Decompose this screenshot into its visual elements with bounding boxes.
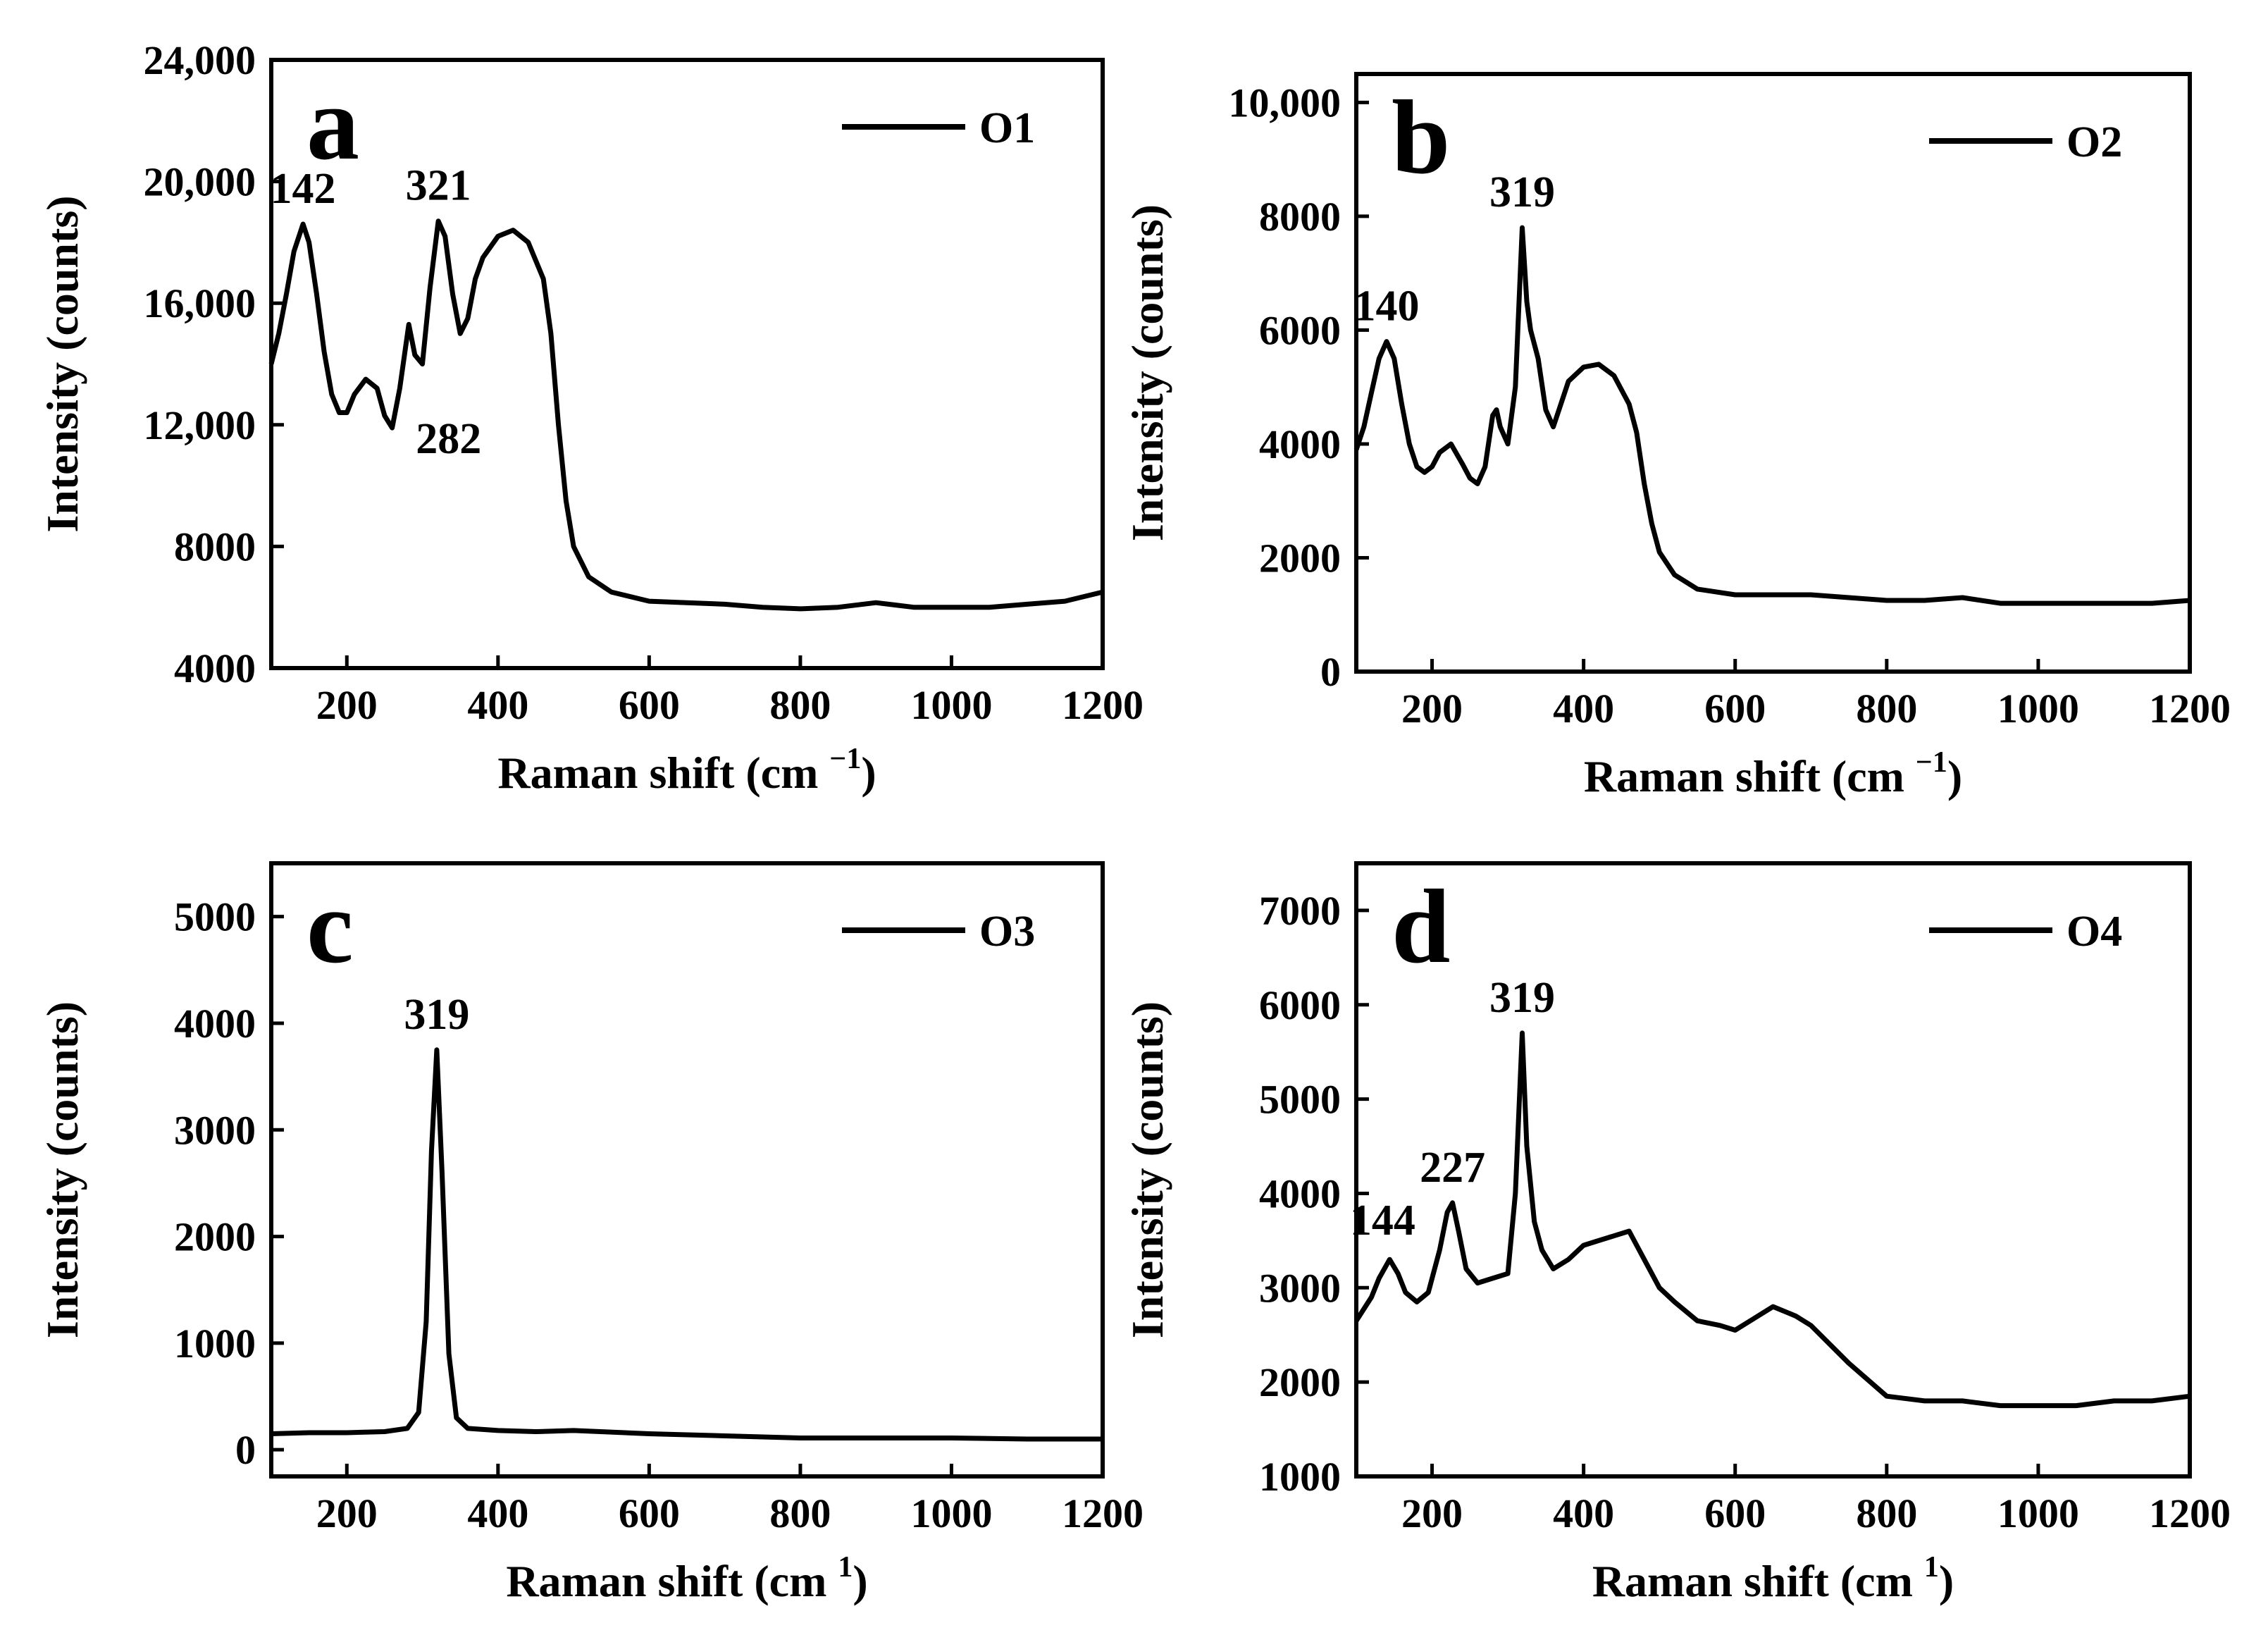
y-tick-label: 2000 (174, 1214, 256, 1260)
x-tick-label: 800 (1856, 686, 1917, 732)
series-line-O3 (271, 1047, 1103, 1442)
peak-label: 319 (1489, 974, 1555, 1022)
y-tick-label: 16,000 (144, 280, 256, 326)
x-tick-label: 1000 (910, 1490, 992, 1536)
y-tick-label: 0 (235, 1427, 256, 1473)
y-axis-title: Intensity (counts) (37, 195, 87, 532)
x-tick-label: 1200 (2149, 1490, 2231, 1536)
y-tick-label: 24,000 (144, 37, 256, 83)
peak-label: 319 (404, 991, 469, 1039)
panel-letter: b (1392, 79, 1450, 196)
series-line-O2 (1353, 225, 2190, 606)
y-tick-label: 20,000 (144, 159, 256, 205)
y-tick-label: 6000 (1259, 982, 1341, 1028)
peak-label: 227 (1420, 1144, 1485, 1192)
x-tick-label: 800 (769, 1490, 831, 1536)
x-axis-title: Raman shift (cm −1) (1584, 746, 1962, 801)
legend-label: O4 (2066, 908, 2122, 956)
y-tick-label: 7000 (1259, 888, 1341, 934)
y-tick-label: 2000 (1259, 535, 1341, 581)
panel-c: 200 400 600 800 1000 1200 0 1000 2000 3000 4000 500… (37, 861, 1144, 1606)
y-tick-label: 0 (1320, 649, 1341, 695)
peak-label: 142 (271, 165, 336, 213)
x-tick-label: 1200 (2149, 686, 2231, 732)
y-tick-label: 1000 (1259, 1454, 1341, 1500)
plot-frame (1354, 72, 2192, 674)
x-tick-label: 800 (1856, 1490, 1917, 1536)
legend-label: O1 (979, 104, 1035, 152)
y-tick-label: 5000 (174, 894, 256, 940)
x-tick-label: 200 (1401, 686, 1463, 732)
y-tick-label: 3000 (174, 1107, 256, 1153)
peak-label: 144 (1350, 1197, 1415, 1245)
y-tick-label: 8000 (174, 524, 256, 569)
x-tick-label: 200 (316, 682, 378, 728)
panel-letter: c (306, 868, 354, 985)
x-axis-title: Raman shift (cm 1) (506, 1551, 867, 1606)
x-tick-label: 1000 (1997, 1490, 2079, 1536)
x-axis-title: Raman shift (cm 1) (1592, 1551, 1954, 1606)
y-tick-label: 12,000 (144, 402, 256, 448)
legend-label: O3 (979, 908, 1035, 956)
series-line-O4 (1354, 1030, 2190, 1409)
peak-label: 321 (406, 162, 471, 210)
y-tick-label: 4000 (1259, 1171, 1341, 1216)
y-tick-label: 1000 (174, 1321, 256, 1366)
legend-label: O2 (2066, 118, 2122, 166)
y-tick-label: 4000 (1259, 421, 1341, 467)
y-tick-label: 3000 (1259, 1265, 1341, 1311)
y-tick-label: 10,000 (1229, 80, 1341, 125)
x-tick-label: 200 (1401, 1490, 1463, 1536)
x-tick-label: 600 (1704, 1490, 1766, 1536)
panel-a: 200 400 600 800 1000 1200 4000 8000 12,000 16,000… (37, 37, 1144, 798)
y-axis-title: Intensity (counts) (1122, 1001, 1172, 1338)
x-tick-label: 1200 (1062, 682, 1144, 728)
y-axis-title: Intensity (counts) (1122, 204, 1172, 541)
x-tick-label: 800 (769, 682, 831, 728)
x-tick-label: 600 (619, 1490, 680, 1536)
panel-letter: d (1392, 868, 1450, 985)
x-tick-label: 400 (467, 1490, 528, 1536)
plot-frame (269, 58, 1105, 670)
plot-frame (1354, 861, 2192, 1479)
panel-letter: a (306, 65, 359, 182)
x-tick-label: 600 (1704, 686, 1766, 732)
peak-label: 140 (1354, 283, 1420, 331)
x-tick-label: 1200 (1062, 1490, 1144, 1536)
y-tick-label: 5000 (1259, 1077, 1341, 1123)
y-tick-label: 4000 (174, 1001, 256, 1047)
x-tick-label: 600 (619, 682, 680, 728)
y-tick-label: 2000 (1259, 1359, 1341, 1405)
panel-d: 200 400 600 800 1000 1200 1000 2000 3000 4000 5000… (1122, 861, 2231, 1606)
plot-frame (269, 861, 1105, 1479)
y-axis-title: Intensity (counts) (37, 1001, 87, 1338)
x-tick-label: 400 (1553, 1490, 1614, 1536)
x-tick-label: 1000 (1997, 686, 2079, 732)
y-tick-label: 6000 (1259, 307, 1341, 353)
panel-b: 200 400 600 800 1000 1200 0 2000 4000 6000 8000 10,… (1122, 72, 2231, 801)
y-tick-label: 4000 (174, 646, 256, 691)
series-line-O1 (268, 218, 1103, 612)
y-tick-label: 8000 (1259, 194, 1341, 240)
x-axis-title: Raman shift (cm −1) (497, 743, 876, 798)
x-tick-label: 1000 (910, 682, 992, 728)
x-tick-label: 200 (316, 1490, 378, 1536)
x-tick-label: 400 (467, 682, 528, 728)
peak-label: 282 (416, 415, 481, 463)
x-tick-label: 400 (1553, 686, 1614, 732)
peak-label: 319 (1489, 168, 1555, 216)
